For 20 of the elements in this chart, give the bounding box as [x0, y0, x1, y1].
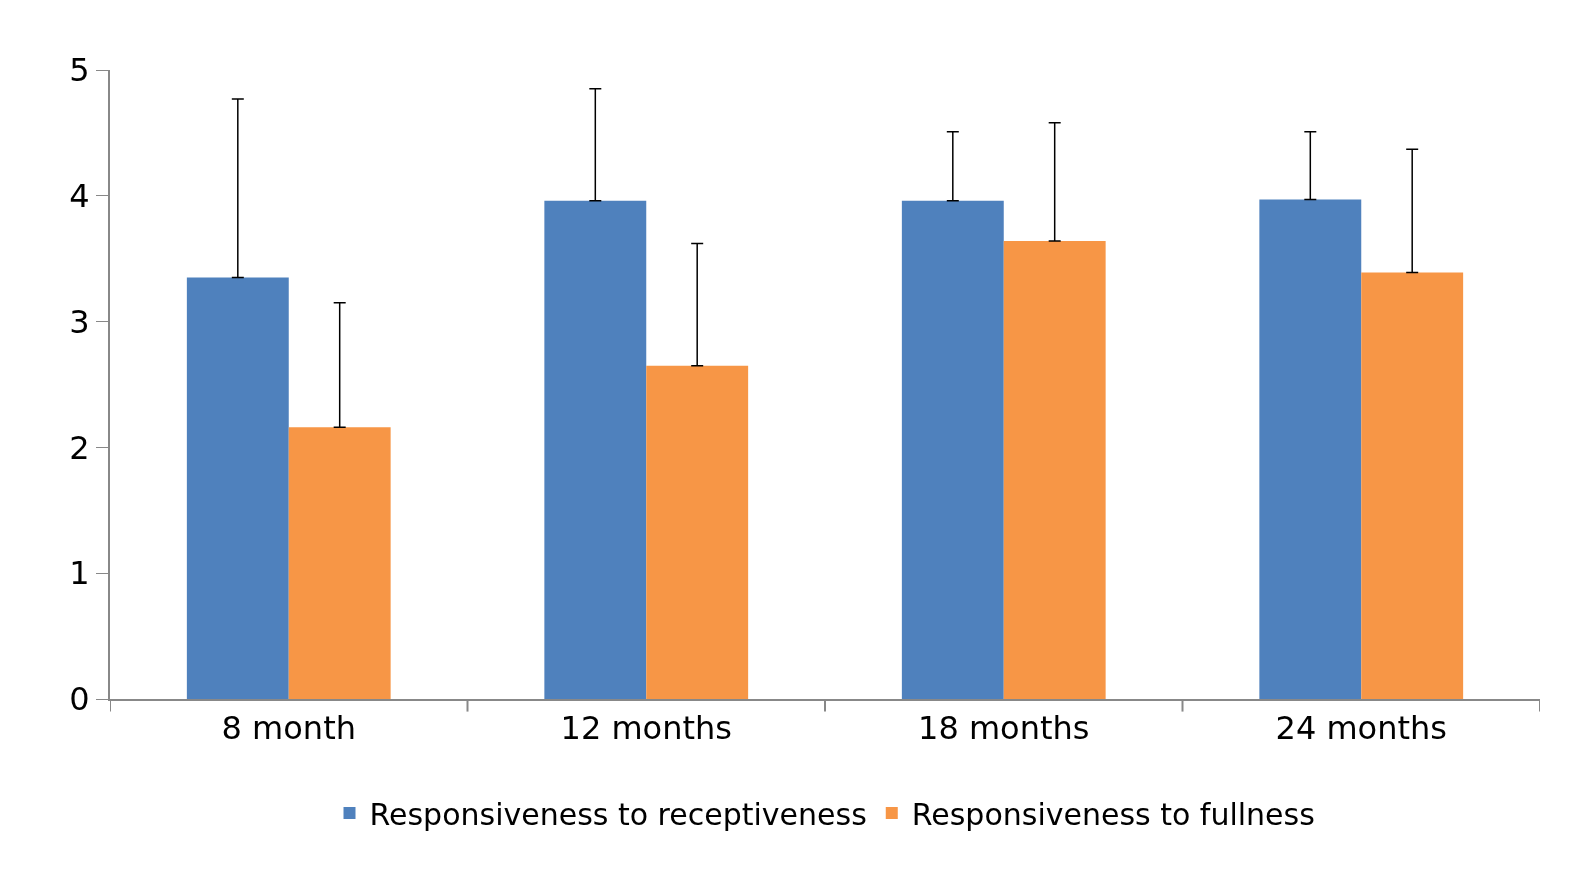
y-tick-label: 5: [69, 51, 90, 90]
x-tick-label: 24 months: [1275, 709, 1447, 748]
bar: [544, 200, 647, 699]
y-tick-label: 4: [69, 177, 90, 215]
bar: [901, 200, 1004, 699]
y-tick-label: 1: [69, 554, 90, 593]
bar: [1003, 241, 1106, 699]
x-tick-label: 12 months: [560, 709, 732, 748]
bar: [1361, 272, 1464, 699]
x-tick-label: 18 months: [918, 709, 1090, 748]
bar: [186, 277, 289, 699]
bar: [288, 427, 391, 699]
bar: [646, 365, 749, 699]
y-tick-label: 3: [69, 302, 90, 341]
x-tick-label: 8 month: [221, 709, 356, 748]
bar: [1259, 199, 1362, 699]
legend-label: Responsiveness to receptiveness: [369, 796, 867, 832]
y-tick-label: 2: [69, 428, 90, 467]
legend-label: Responsiveness to fullness: [911, 796, 1315, 832]
y-tick-label: 0: [69, 680, 90, 719]
